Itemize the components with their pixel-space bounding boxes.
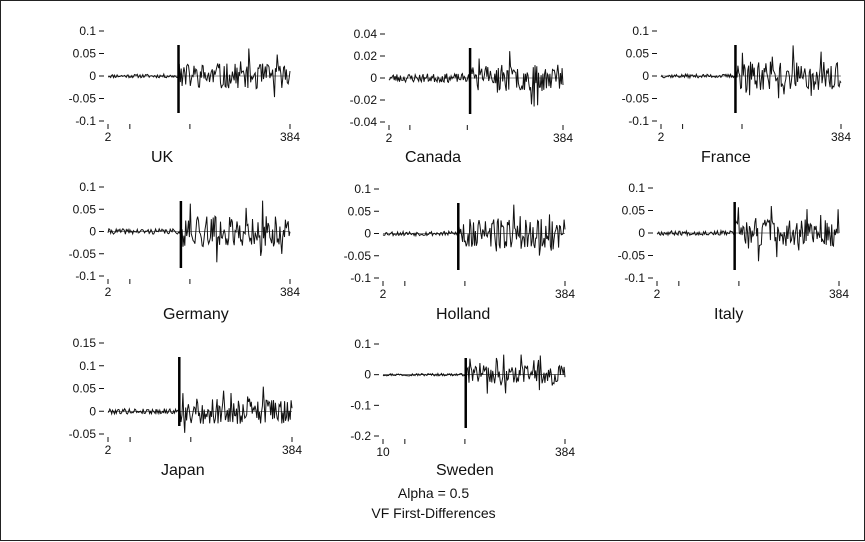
panel-italy: 0.1 0.05 0 -0.05 -0.1 2 384 Italy <box>618 181 850 323</box>
y-tick-label: 0.15 <box>73 336 97 350</box>
y-tick-label: 0.05 <box>73 202 97 216</box>
y-tick-label: 0.04 <box>354 27 378 41</box>
panel-germany: 0.1 0.05 0 -0.05 -0.1 2 384 Germany <box>69 180 301 323</box>
series-line <box>107 386 293 433</box>
panel-uk: 0.1 0.05 0 -0.05 -0.1 2 384 UK <box>69 24 301 166</box>
x-tick-label: 10 <box>376 445 390 459</box>
x-tick-label: 384 <box>553 131 573 145</box>
panel-title: UK <box>151 149 174 166</box>
series-line <box>660 45 842 99</box>
x-tick-label: 384 <box>831 130 851 144</box>
y-tick-label: 0.05 <box>626 47 650 61</box>
panel-holland: 0.1 0.05 0 -0.05 -0.1 2 384 Holland <box>344 182 576 323</box>
y-tick-label: 0.05 <box>622 204 646 218</box>
y-tick-label: -0.05 <box>69 427 97 441</box>
y-tick-label: -0.05 <box>344 249 372 263</box>
series-line <box>107 48 291 98</box>
series-line <box>388 51 564 107</box>
y-tick-label: 0.05 <box>348 204 372 218</box>
y-tick-label: -0.05 <box>618 249 646 263</box>
y-tick-label: 0.05 <box>73 382 97 396</box>
x-tick-label: 2 <box>386 131 393 145</box>
y-tick-label: 0.1 <box>79 24 96 38</box>
series-line <box>382 354 566 394</box>
panel-title: Canada <box>405 149 461 166</box>
series-line <box>382 204 566 256</box>
series-line <box>107 200 291 263</box>
y-tick-label: 0 <box>364 227 371 241</box>
y-tick-label: 0 <box>89 404 96 418</box>
x-tick-label: 384 <box>280 285 300 299</box>
x-tick-label: 2 <box>105 443 112 457</box>
series-line <box>656 205 840 262</box>
y-tick-label: 0.05 <box>73 47 97 61</box>
panel-canada: 0.04 0.02 0 -0.02 -0.04 2 384 Canada <box>350 27 574 166</box>
y-tick-label: 0.1 <box>354 337 371 351</box>
y-tick-label: 0.1 <box>79 180 96 194</box>
y-tick-label: -0.1 <box>350 398 371 412</box>
y-tick-label: -0.1 <box>624 271 645 285</box>
y-tick-label: -0.05 <box>69 247 97 261</box>
y-tick-label: -0.1 <box>75 269 96 283</box>
x-tick-label: 384 <box>282 443 302 457</box>
caption-alpha: Alpha = 0.5 <box>397 485 470 501</box>
x-tick-label: 2 <box>658 130 665 144</box>
y-tick-label: -0.1 <box>628 114 649 128</box>
panel-title: Japan <box>161 462 205 479</box>
y-tick-label: 0 <box>638 226 645 240</box>
y-tick-label: -0.02 <box>350 93 378 107</box>
x-tick-label: 384 <box>280 130 300 144</box>
y-tick-label: -0.05 <box>69 92 97 106</box>
panel-france: 0.1 0.05 0 -0.05 -0.1 2 384 France <box>622 24 852 166</box>
x-tick-label: 384 <box>829 287 849 301</box>
y-tick-label: 0.02 <box>354 49 378 63</box>
y-tick-label: -0.1 <box>350 271 371 285</box>
x-tick-label: 2 <box>105 130 112 144</box>
x-tick-label: 2 <box>380 287 387 301</box>
x-tick-label: 384 <box>555 287 575 301</box>
y-tick-label: -0.05 <box>622 92 650 106</box>
y-tick-label: 0 <box>364 368 371 382</box>
y-tick-label: 0.1 <box>628 181 645 195</box>
y-tick-label: 0 <box>89 225 96 239</box>
panel-title: Holland <box>436 306 490 323</box>
y-tick-label: -0.04 <box>350 115 378 129</box>
x-tick-label: 2 <box>105 285 112 299</box>
panel-title: Italy <box>714 306 743 323</box>
panel-japan: 0.15 0.1 0.05 0 -0.05 2 384 Japan <box>69 336 303 479</box>
y-tick-label: 0.1 <box>354 182 371 196</box>
y-tick-label: 0.1 <box>79 359 96 373</box>
panel-title: France <box>701 149 751 166</box>
panel-title: Germany <box>163 306 229 323</box>
y-tick-label: 0 <box>642 69 649 83</box>
caption-title: VF First-Differences <box>371 505 496 521</box>
x-tick-label: 384 <box>555 445 575 459</box>
y-tick-label: -0.1 <box>75 114 96 128</box>
panel-sweden: 0.1 0 -0.1 -0.2 10 384 Sweden <box>350 337 575 479</box>
x-tick-label: 2 <box>654 287 661 301</box>
panel-title: Sweden <box>436 462 494 479</box>
y-tick-label: 0 <box>89 69 96 83</box>
y-tick-label: 0 <box>370 71 377 85</box>
y-tick-label: -0.2 <box>350 429 371 443</box>
y-tick-label: 0.1 <box>632 24 649 38</box>
